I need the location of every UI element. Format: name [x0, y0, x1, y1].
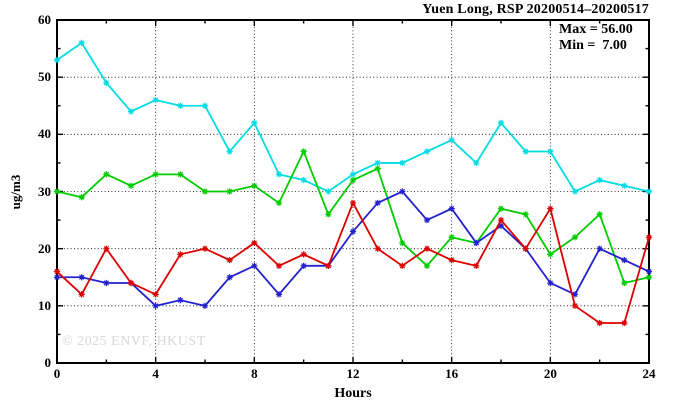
- y-tick-label: 0: [44, 355, 52, 370]
- y-axis-label: ug/m3: [8, 174, 23, 210]
- x-tick-label: 8: [251, 366, 258, 381]
- series-cyan-markers: [53, 39, 653, 195]
- axis-ticks: [56, 19, 650, 364]
- stats-annotation: Max = 56.00 Min = 7.00: [559, 22, 633, 54]
- min-annotation: Min = 7.00: [559, 38, 627, 53]
- y-tick-label: 20: [38, 240, 51, 256]
- series-red-markers: [53, 199, 653, 327]
- x-tick-label: 16: [445, 366, 459, 381]
- y-tick-label: 10: [38, 297, 51, 313]
- y-tick-label: 60: [38, 12, 51, 27]
- series-cyan: [53, 39, 653, 195]
- x-tick-label: 4: [152, 366, 159, 381]
- y-tick-label: 40: [38, 126, 51, 142]
- y-tick-label: 30: [38, 183, 51, 199]
- max-annotation: Max = 56.00: [559, 22, 633, 37]
- x-tick-label: 0: [53, 366, 61, 381]
- series-red: [53, 199, 653, 327]
- x-axis-label: Hours: [334, 386, 372, 401]
- watermark: © 2025 ENVF, HKUST: [62, 334, 206, 349]
- x-tick-label: 24: [642, 366, 656, 381]
- series-green-markers: [53, 148, 653, 287]
- y-tick-label: 50: [38, 69, 51, 85]
- series-green: [53, 148, 653, 287]
- gridlines: [57, 20, 649, 363]
- x-tick-label: 12: [346, 366, 360, 381]
- chart-title: Yuen Long, RSP 20200514–20200517: [422, 2, 649, 17]
- x-tick-label: 20: [543, 366, 557, 381]
